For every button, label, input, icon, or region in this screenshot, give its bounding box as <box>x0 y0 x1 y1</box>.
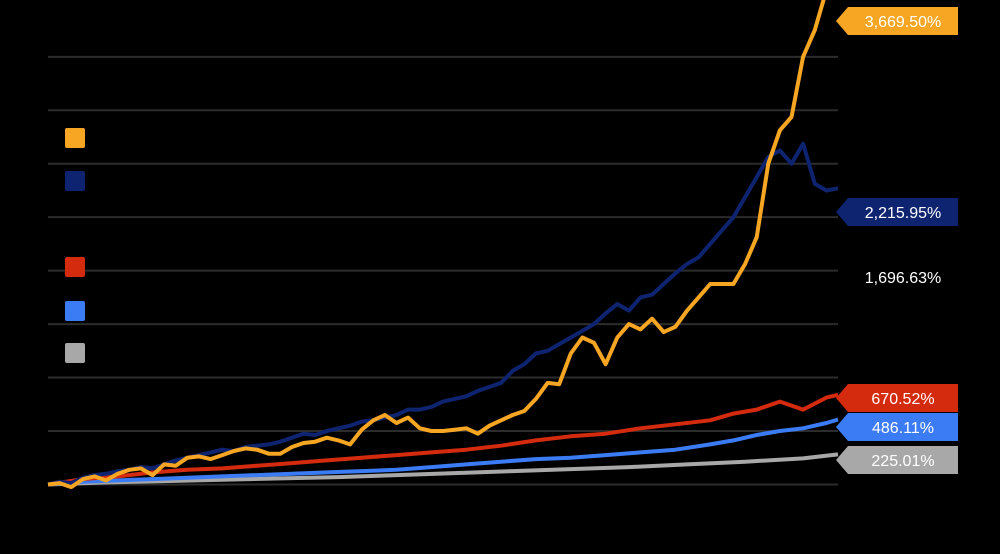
end-labels: 3,669.50% 2,215.95% 670.52% 486.11% 225.01% 1… <box>836 7 958 474</box>
legend-swatch-series-5 <box>65 343 85 363</box>
end-label-tag-4 <box>836 413 958 441</box>
legend-swatch-series-3 <box>65 257 85 277</box>
series-line-2 <box>47 141 839 487</box>
series-line-1 <box>47 0 826 490</box>
end-label-tag-5 <box>836 446 958 474</box>
end-label-text-5: 225.01% <box>871 453 934 470</box>
end-label-tag-2 <box>836 198 958 226</box>
end-label-text-3: 670.52% <box>871 391 934 408</box>
end-label-tag-1 <box>836 7 958 35</box>
end-label-text-2: 2,215.95% <box>865 205 942 222</box>
legend-swatch-series-4 <box>65 301 85 321</box>
legend-swatch-series-1 <box>65 128 85 148</box>
legend-swatch-series-2 <box>65 171 85 191</box>
end-label-text-4: 486.11% <box>872 420 934 437</box>
end-label-text-1: 3,669.50% <box>865 14 942 31</box>
series-lines <box>47 0 839 490</box>
end-label-tag-3 <box>836 384 958 412</box>
grid-lines <box>48 55 838 486</box>
series-line-4 <box>47 417 839 487</box>
series-line-3 <box>47 392 839 487</box>
series-line-5 <box>47 452 839 487</box>
annotation-label-1: 1,696.63% <box>865 270 942 287</box>
